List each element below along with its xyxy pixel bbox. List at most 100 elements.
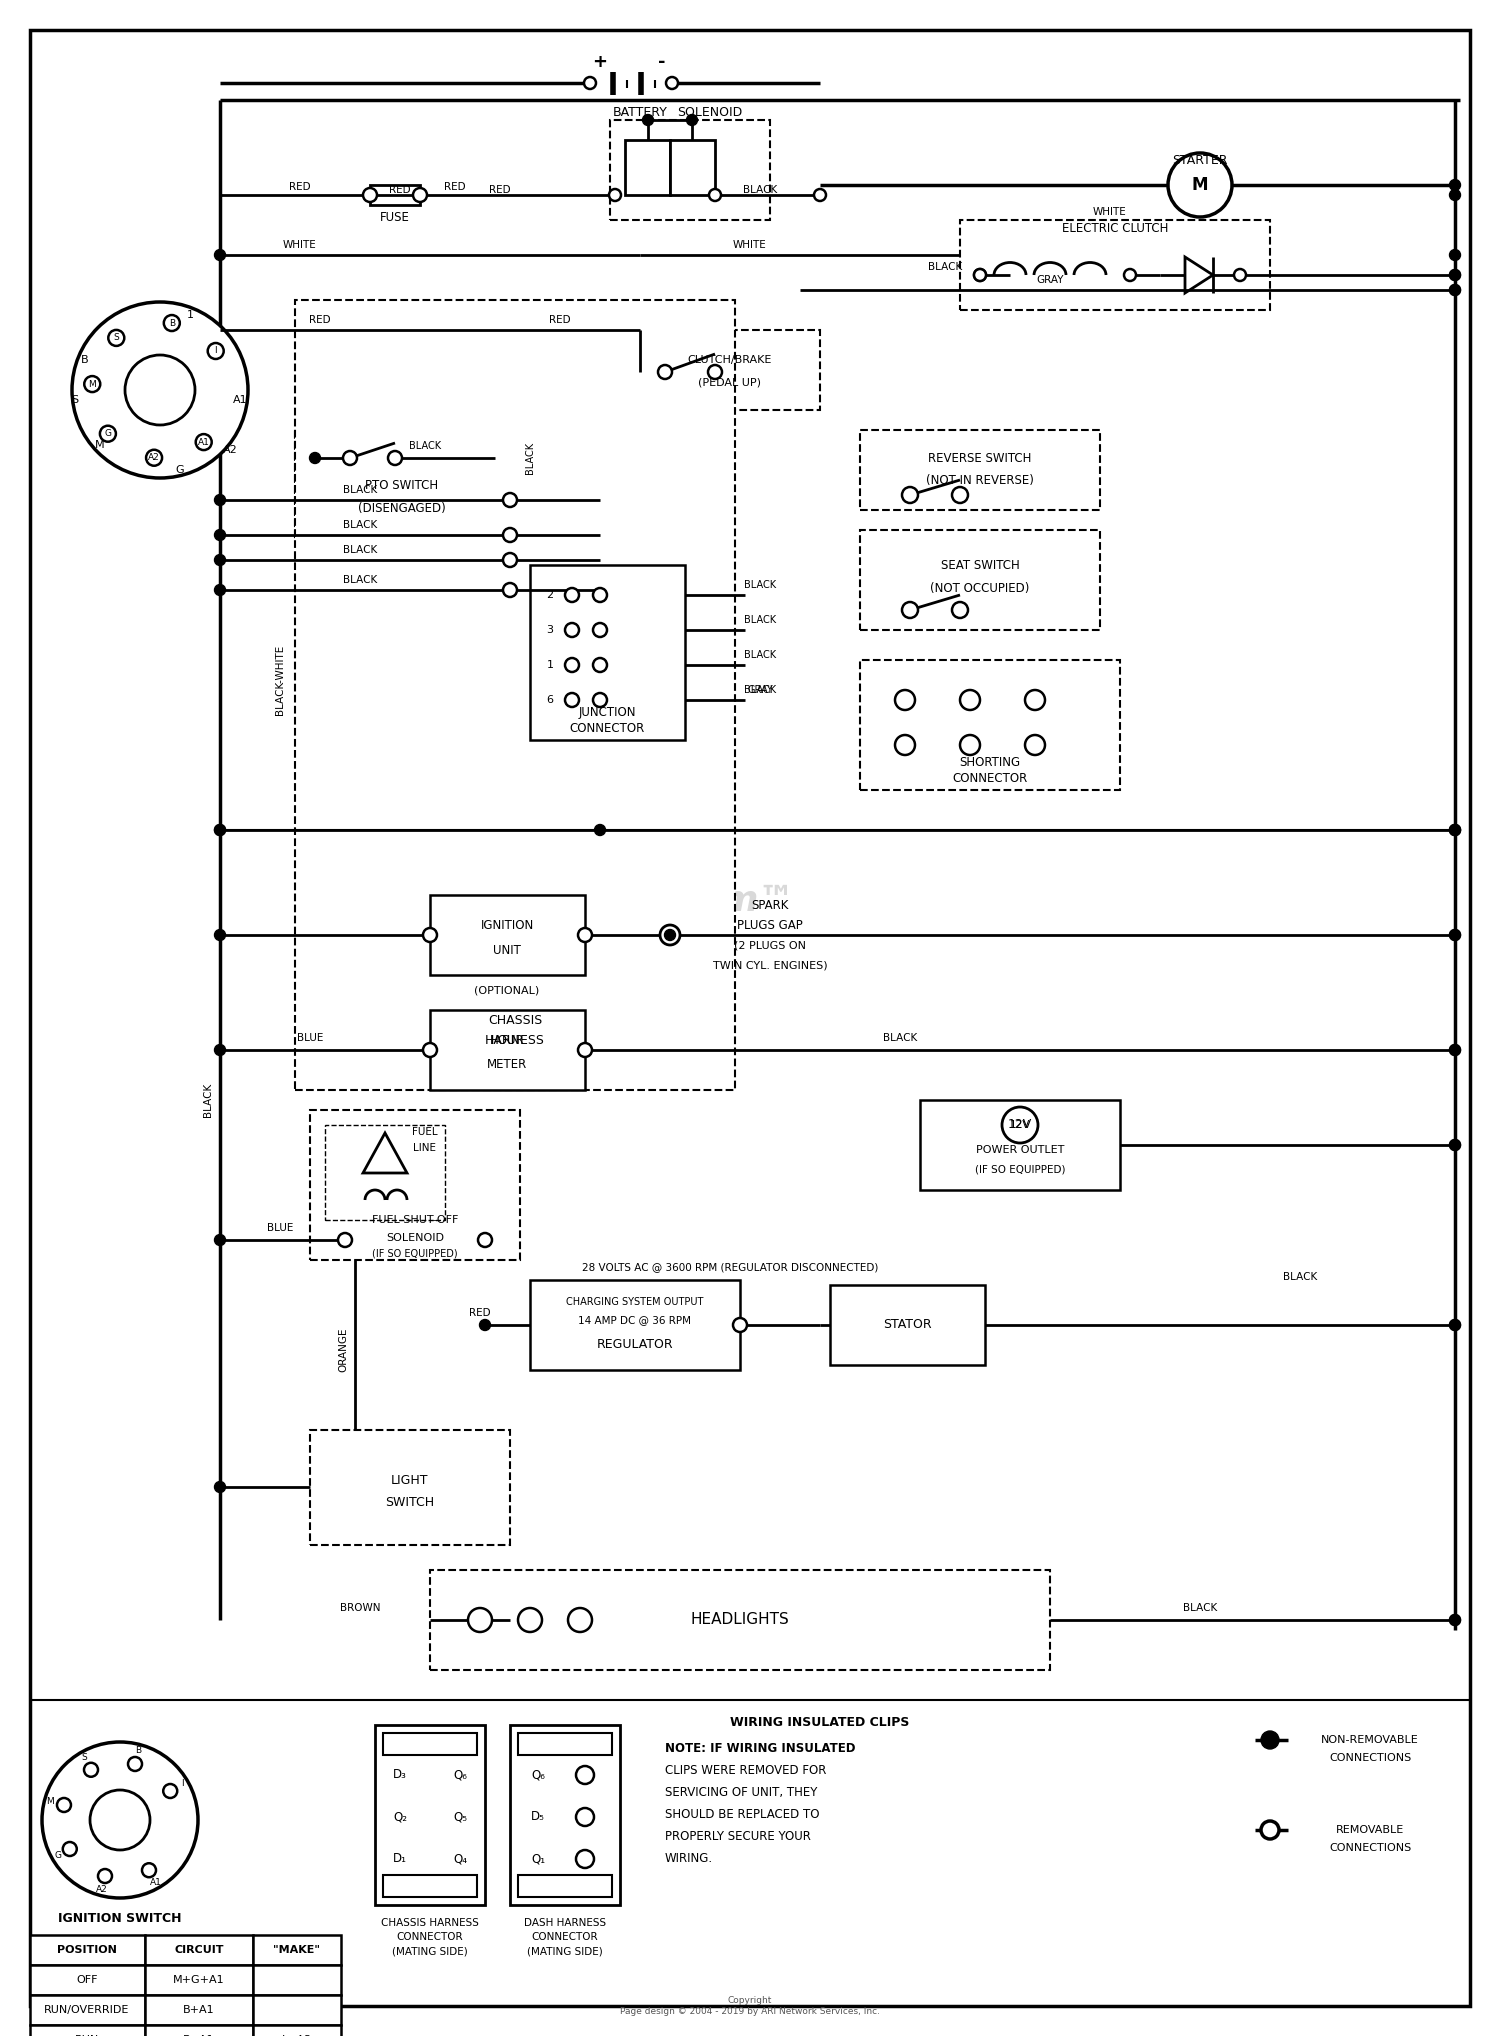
Text: FUEL SHUT-OFF: FUEL SHUT-OFF bbox=[372, 1215, 458, 1226]
Text: Q₄: Q₄ bbox=[453, 1853, 466, 1865]
Circle shape bbox=[1024, 690, 1045, 711]
Text: HARNESS: HARNESS bbox=[484, 1034, 544, 1047]
Text: CONNECTIONS: CONNECTIONS bbox=[1329, 1753, 1412, 1763]
Circle shape bbox=[566, 623, 579, 637]
Text: G: G bbox=[176, 464, 184, 474]
Circle shape bbox=[108, 330, 124, 346]
Circle shape bbox=[388, 452, 402, 464]
Circle shape bbox=[57, 1798, 70, 1812]
Circle shape bbox=[128, 1757, 142, 1771]
Bar bbox=[326, 1126, 446, 1220]
Text: 12V: 12V bbox=[1010, 1120, 1031, 1130]
Circle shape bbox=[1449, 1319, 1461, 1330]
Text: A1: A1 bbox=[150, 1877, 162, 1887]
Bar bbox=[382, 1733, 477, 1755]
Text: RED: RED bbox=[444, 181, 466, 191]
Bar bbox=[960, 220, 1270, 309]
Text: BROWN: BROWN bbox=[339, 1602, 381, 1613]
Bar bbox=[146, 2026, 254, 2036]
Circle shape bbox=[84, 1763, 98, 1777]
Bar bbox=[146, 1995, 254, 2026]
Text: CLUTCH/BRAKE: CLUTCH/BRAKE bbox=[688, 354, 772, 364]
Text: B: B bbox=[81, 354, 88, 364]
Circle shape bbox=[98, 1869, 112, 1883]
Circle shape bbox=[1449, 1044, 1461, 1055]
Bar bbox=[610, 120, 770, 220]
Circle shape bbox=[566, 658, 579, 672]
Text: REVERSE SWITCH: REVERSE SWITCH bbox=[928, 452, 1032, 464]
Text: HOUR: HOUR bbox=[489, 1034, 525, 1047]
Circle shape bbox=[666, 77, 678, 90]
Circle shape bbox=[592, 658, 608, 672]
Text: 6: 6 bbox=[546, 694, 554, 704]
Circle shape bbox=[63, 1843, 76, 1857]
Bar bbox=[430, 1570, 1050, 1670]
Text: WIRING INSULATED CLIPS: WIRING INSULATED CLIPS bbox=[730, 1716, 909, 1729]
Circle shape bbox=[214, 825, 225, 835]
Circle shape bbox=[578, 928, 592, 943]
Text: TWIN CYL. ENGINES): TWIN CYL. ENGINES) bbox=[712, 961, 828, 969]
Circle shape bbox=[468, 1608, 492, 1633]
Text: -: - bbox=[658, 53, 666, 71]
Circle shape bbox=[566, 588, 579, 603]
Text: WIRING.: WIRING. bbox=[664, 1853, 712, 1865]
Text: BLACK: BLACK bbox=[744, 684, 776, 694]
Circle shape bbox=[1449, 269, 1461, 281]
Text: I: I bbox=[182, 1779, 183, 1788]
Text: GRAY: GRAY bbox=[1036, 275, 1064, 285]
Text: RED: RED bbox=[470, 1307, 490, 1317]
Circle shape bbox=[1449, 1140, 1461, 1150]
Circle shape bbox=[974, 269, 986, 281]
Bar bbox=[530, 566, 686, 739]
Text: BLACK: BLACK bbox=[744, 580, 776, 590]
Text: RUN/OVERRIDE: RUN/OVERRIDE bbox=[45, 2005, 129, 2016]
Text: (2 PLUGS ON: (2 PLUGS ON bbox=[734, 941, 806, 951]
Text: WHITE: WHITE bbox=[734, 240, 766, 250]
Circle shape bbox=[146, 450, 162, 466]
Circle shape bbox=[338, 1234, 352, 1246]
Circle shape bbox=[1449, 1615, 1461, 1625]
Bar bbox=[310, 1429, 510, 1545]
Circle shape bbox=[214, 1234, 225, 1246]
Circle shape bbox=[1449, 825, 1461, 835]
Circle shape bbox=[960, 735, 980, 755]
Circle shape bbox=[566, 692, 579, 706]
Text: CHASSIS: CHASSIS bbox=[488, 1014, 542, 1026]
Circle shape bbox=[960, 690, 980, 711]
Circle shape bbox=[1024, 735, 1045, 755]
Text: CONNECTOR: CONNECTOR bbox=[952, 772, 1028, 784]
Circle shape bbox=[660, 924, 680, 945]
Bar bbox=[518, 1875, 612, 1898]
Text: (MATING SIDE): (MATING SIDE) bbox=[526, 1946, 603, 1957]
Circle shape bbox=[576, 1808, 594, 1826]
Text: METER: METER bbox=[488, 1059, 526, 1071]
Circle shape bbox=[609, 189, 621, 202]
Text: 14 AMP DC @ 36 RPM: 14 AMP DC @ 36 RPM bbox=[579, 1315, 692, 1325]
Text: REMOVABLE: REMOVABLE bbox=[1336, 1824, 1404, 1834]
Text: BLACK: BLACK bbox=[344, 485, 376, 495]
Circle shape bbox=[124, 354, 195, 426]
Text: 3: 3 bbox=[546, 625, 554, 635]
Circle shape bbox=[592, 692, 608, 706]
Bar bbox=[518, 1733, 612, 1755]
Circle shape bbox=[1449, 1044, 1461, 1055]
Circle shape bbox=[344, 452, 357, 464]
Circle shape bbox=[1449, 825, 1461, 835]
Text: M: M bbox=[88, 379, 96, 389]
Circle shape bbox=[214, 495, 225, 505]
Circle shape bbox=[642, 114, 654, 126]
Circle shape bbox=[503, 554, 518, 566]
Text: BLACK: BLACK bbox=[928, 263, 962, 273]
Text: BLACK: BLACK bbox=[742, 185, 777, 195]
Circle shape bbox=[214, 584, 225, 595]
Bar bbox=[382, 1875, 477, 1898]
Bar bbox=[254, 2026, 340, 2036]
Text: REGULATOR: REGULATOR bbox=[597, 1338, 674, 1352]
Circle shape bbox=[1168, 153, 1232, 218]
Bar bbox=[510, 1724, 620, 1906]
Text: I: I bbox=[214, 346, 217, 356]
Circle shape bbox=[1002, 1108, 1038, 1142]
Circle shape bbox=[164, 1784, 177, 1798]
Text: Copyright
Page design © 2004 - 2019 by ARI Network Services, Inc.: Copyright Page design © 2004 - 2019 by A… bbox=[620, 1997, 880, 2016]
Text: G: G bbox=[54, 1851, 62, 1861]
